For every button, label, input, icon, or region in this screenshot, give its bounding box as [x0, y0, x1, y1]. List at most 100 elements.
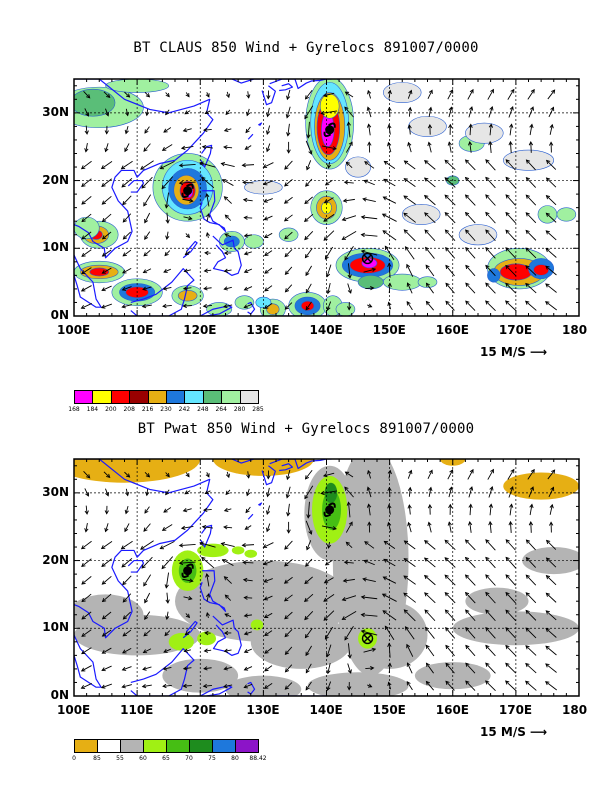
wind-arrow: [122, 575, 132, 585]
wind-arrow: [125, 488, 129, 496]
wind-arrowhead: [424, 609, 429, 614]
wind-arrowhead: [407, 486, 413, 492]
wind-arrowhead: [488, 503, 494, 508]
wind-arrowhead: [505, 247, 510, 252]
wind-arrowhead: [525, 662, 530, 668]
wind-arrow: [427, 470, 433, 480]
wind-arrowhead: [320, 110, 325, 116]
wind-arrowhead: [403, 178, 408, 183]
wind-arrowhead: [427, 141, 432, 147]
wind-arrow: [205, 110, 211, 114]
wind-arrowhead: [101, 200, 106, 205]
wind-arrow: [465, 177, 476, 189]
wind-arrowhead: [367, 141, 372, 146]
wind-arrow: [403, 195, 416, 205]
shaded-contour: [458, 224, 498, 246]
wind-arrowhead: [101, 252, 107, 257]
wind-arrowhead: [143, 252, 148, 257]
wind-arrow: [346, 541, 353, 549]
x-tick-label: 140E: [309, 703, 343, 717]
shaded-contour: [244, 549, 258, 558]
wind-arrowhead: [163, 508, 168, 513]
colorbar-tick-label: 70: [185, 755, 193, 762]
wind-arrowhead: [367, 303, 373, 308]
wind-arrowhead: [201, 556, 206, 561]
wind-arrowhead: [263, 216, 269, 221]
wind-arrow: [407, 470, 412, 479]
wind-arrow: [81, 540, 92, 550]
wind-arrowhead: [262, 164, 268, 169]
wind-arrowhead: [485, 574, 490, 579]
wind-arrow: [285, 266, 293, 275]
wind-arrow: [405, 246, 415, 260]
wind-arrow: [305, 520, 312, 535]
wind-arrow: [105, 143, 109, 152]
wind-arrowhead: [505, 591, 510, 597]
wind-arrowhead: [530, 468, 535, 474]
wind-arrowhead: [367, 521, 372, 526]
coastline: [182, 620, 198, 639]
wind-arrowhead: [224, 594, 229, 599]
wind-arrowhead: [81, 200, 86, 205]
wind-arrow: [525, 194, 537, 206]
wind-arrow: [530, 141, 532, 153]
wind-arrow: [505, 282, 517, 294]
wind-vectors: [80, 88, 557, 311]
colorbar-swatch: [129, 390, 149, 404]
wind-arrowhead: [182, 508, 188, 513]
shaded-contour: [244, 234, 264, 249]
wind-arrowhead: [323, 217, 328, 222]
wind-arrow: [305, 248, 313, 258]
wind-arrow: [525, 592, 537, 604]
wind-arrow: [509, 141, 512, 153]
y-tick-label: 0N: [50, 688, 69, 702]
wind-arrowhead: [143, 147, 148, 152]
wind-arrow: [388, 487, 391, 497]
y-tick-label: 10N: [42, 620, 69, 635]
wind-arrow: [102, 267, 112, 274]
x-tick-label: 100E: [57, 703, 91, 717]
wind-arrowhead: [345, 541, 350, 546]
wind-arrow: [528, 486, 534, 498]
wind-arrowhead: [427, 503, 433, 509]
wind-arrowhead: [545, 574, 551, 580]
wind-arrowhead: [545, 283, 550, 288]
wind-arrow: [264, 630, 273, 636]
wind-arrow: [489, 124, 492, 136]
coastline: [247, 133, 254, 140]
wind-arrowhead: [202, 303, 208, 309]
wind-arrowhead: [469, 468, 474, 474]
wind-arrow: [545, 610, 557, 621]
wind-arrowhead: [266, 492, 271, 498]
wind-arrowhead: [387, 504, 392, 509]
wind-arrowhead: [387, 662, 392, 667]
wind-arrowhead: [505, 574, 510, 579]
colorbar-tick-label: 85: [93, 755, 101, 762]
wind-arrow: [183, 667, 192, 670]
colorbar-swatch: [74, 390, 94, 404]
wind-arrowhead: [80, 165, 86, 170]
wind-arrow: [505, 229, 516, 241]
wind-arrow: [505, 557, 516, 569]
wind-arrowhead: [324, 635, 329, 640]
wind-arrowhead: [164, 631, 169, 637]
wind-arrow: [321, 525, 337, 530]
wind-arrow: [348, 502, 351, 518]
wind-arrowhead: [408, 89, 413, 95]
wind-arrowhead: [545, 663, 550, 668]
wind-arrow: [425, 247, 435, 259]
wind-arrowhead: [326, 306, 331, 311]
wind-arrow: [264, 250, 273, 256]
wind-arrow: [363, 648, 376, 653]
wind-arrowhead: [551, 469, 556, 474]
wind-arrowhead: [159, 165, 164, 170]
wind-arrowhead: [341, 596, 347, 602]
wind-arrowhead: [360, 249, 366, 254]
wind-arrowhead: [85, 112, 90, 117]
wind-arrow: [122, 286, 132, 291]
wind-arrowhead: [465, 264, 470, 270]
wind-arrow: [305, 469, 313, 480]
wind-arrowhead: [265, 510, 271, 515]
wind-arrowhead: [485, 211, 490, 217]
wind-arrow: [507, 469, 515, 480]
